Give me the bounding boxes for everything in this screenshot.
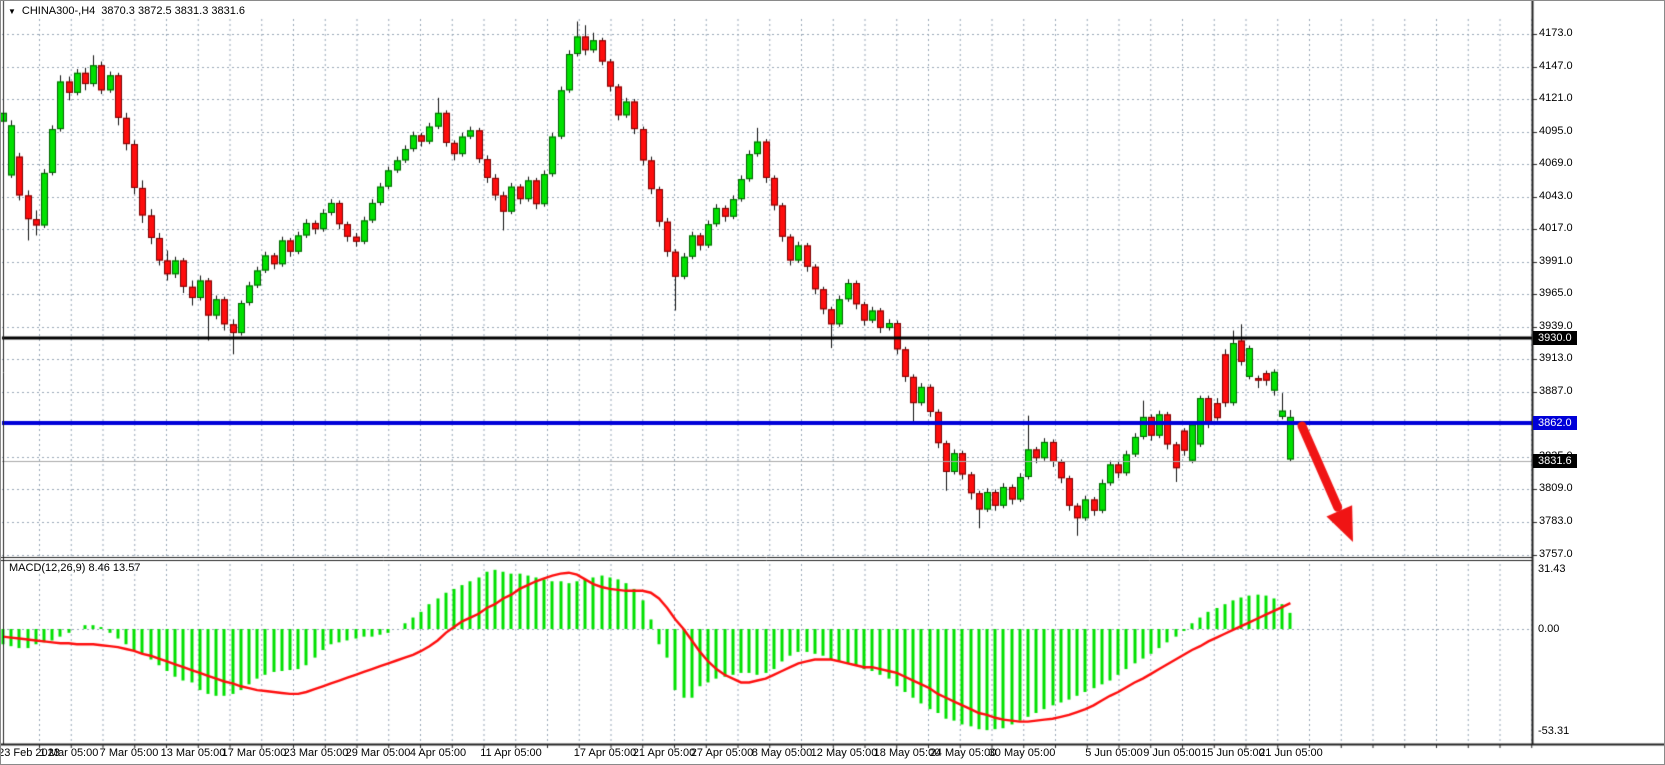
time-axis-label: 17 Mar 05:00 [221, 747, 287, 759]
time-axis-label: 4 Apr 05:00 [409, 747, 467, 759]
price-axis-label: 4095.0 [1539, 124, 1573, 137]
macd-axis-label: 0.00 [1538, 623, 1560, 635]
macd-indicator-label: MACD(12,26,9) 8.46 13.57 [9, 562, 141, 574]
price-axis-label: 3783.0 [1539, 515, 1573, 527]
time-axis-label: 30 May 05:00 [988, 747, 1056, 759]
price-axis-label: 4173.0 [1539, 27, 1573, 39]
resistance-price-tag: 3930.0 [1533, 331, 1577, 346]
time-axis-label: 17 Apr 05:00 [573, 747, 637, 759]
symbol-dropdown-icon[interactable]: ▼ [8, 6, 16, 16]
price-axis-label: 3887.0 [1539, 384, 1573, 397]
time-axis-label: 24 May 05:00 [929, 747, 997, 759]
time-axis-label: 15 Jun 05:00 [1201, 747, 1265, 759]
price-axis-label: 4043.0 [1539, 189, 1573, 202]
macd-axis-label: -53.31 [1538, 724, 1570, 737]
price-axis-label: 3939.0 [1539, 319, 1573, 332]
time-axis-label: 8 May 05:00 [751, 747, 813, 759]
price-axis-label: 3965.0 [1539, 287, 1573, 300]
price-axis-label: 3991.0 [1539, 254, 1573, 267]
price-axis-label: 4121.0 [1539, 92, 1573, 105]
price-axis-label: 3913.0 [1539, 352, 1573, 365]
time-axis-label: 5 Jun 05:00 [1085, 747, 1143, 759]
price-axis-label: 3809.0 [1539, 482, 1573, 495]
time-axis-label: 23 Feb 2023 [0, 747, 60, 759]
time-axis-label: 7 Mar 05:00 [99, 747, 159, 759]
chart-title: ▼ CHINA300-,H4 3870.3 3872.5 3831.3 3831… [8, 5, 245, 17]
support-price-tag: 3862.0 [1533, 416, 1577, 431]
time-axis-label: 13 Mar 05:00 [160, 747, 226, 759]
last-price-tag: 3831.6 [1533, 454, 1577, 469]
time-axis-label: 11 Apr 05:00 [480, 747, 542, 759]
time-axis-label: 1 Mar 05:00 [39, 747, 99, 759]
symbol-period-label: CHINA300-,H4 [21, 5, 96, 17]
price-axis-label: 4069.0 [1539, 157, 1573, 170]
time-axis-label: 21 Jun 05:00 [1259, 747, 1323, 759]
price-axis-label: 4147.0 [1539, 59, 1573, 72]
time-axis-label: 18 May 05:00 [873, 747, 941, 759]
time-axis-label: 27 Apr 05:00 [690, 747, 754, 759]
quote-ohlc-label: 3870.3 3872.5 3831.3 3831.6 [101, 5, 246, 17]
price-axis-label: 4017.0 [1539, 222, 1573, 235]
time-axis-label: 29 Mar 05:00 [345, 747, 411, 759]
time-axis-label: 12 May 05:00 [810, 747, 878, 759]
time-axis-label: 21 Apr 05:00 [632, 747, 696, 759]
macd-axis-label: 31.43 [1538, 563, 1566, 575]
time-axis-label: 9 Jun 05:00 [1143, 747, 1201, 759]
price-axis-label: 3757.0 [1539, 547, 1573, 560]
time-axis-label: 23 Mar 05:00 [283, 747, 349, 759]
